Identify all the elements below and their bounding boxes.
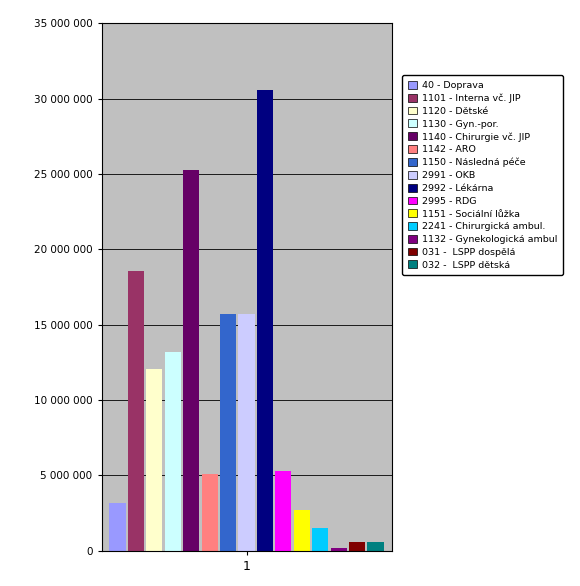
Bar <box>238 314 255 551</box>
Bar <box>349 542 365 551</box>
Bar <box>367 542 383 551</box>
Bar <box>331 548 347 551</box>
Bar <box>146 369 162 551</box>
Bar <box>293 510 310 551</box>
Bar <box>201 474 218 551</box>
Bar <box>276 471 292 551</box>
Bar <box>312 528 328 551</box>
Bar <box>183 169 200 551</box>
Bar <box>165 352 181 551</box>
Bar <box>110 503 126 551</box>
Legend: 40 - Doprava, 1101 - Interna vč. JIP, 1120 - Dětské, 1130 - Gyn.-por., 1140 - Ch: 40 - Doprava, 1101 - Interna vč. JIP, 11… <box>402 75 563 275</box>
Bar <box>128 271 144 551</box>
Bar <box>257 90 273 551</box>
Bar <box>220 314 236 551</box>
